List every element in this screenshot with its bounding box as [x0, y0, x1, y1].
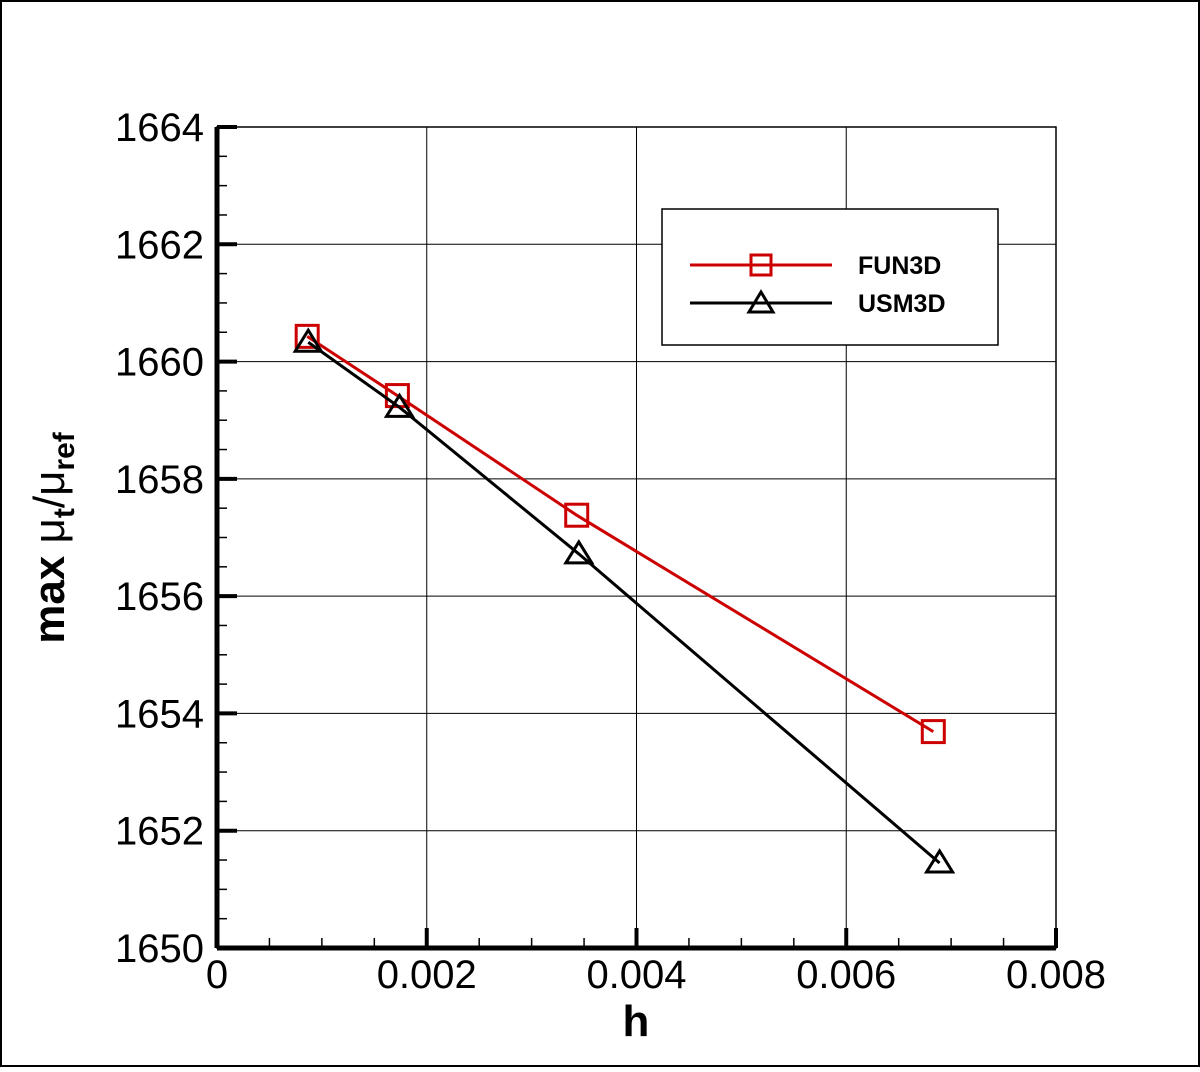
x-tick-label: 0.006: [796, 953, 896, 997]
y-tick-label: 1652: [115, 810, 204, 854]
data-point-usm3d: [292, 327, 324, 353]
y-axis-title-sub-ref: ref: [48, 431, 81, 470]
y-tick-label: 1656: [115, 575, 204, 619]
data-point-usm3d: [563, 539, 595, 565]
y-tick-label: 1662: [115, 223, 204, 267]
legend: FUN3D USM3D: [661, 208, 999, 346]
y-tick-label: 1664: [115, 106, 204, 150]
y-axis-title-mu-ref: μ: [25, 471, 74, 496]
series-line-fun3d: [306, 335, 935, 733]
y-axis-title-prefix: max: [25, 544, 74, 644]
y-tick-label: 1658: [115, 458, 204, 502]
legend-item-usm3d: USM3D: [690, 289, 946, 318]
y-tick-label: 1660: [115, 341, 204, 385]
y-tick-label: 1650: [115, 927, 204, 971]
x-tick-label: 0.002: [377, 953, 477, 997]
data-point-fun3d: [294, 323, 320, 349]
y-axis-title-sub-t: t: [48, 508, 81, 518]
y-tick-label: 1654: [115, 692, 204, 736]
series-usm3d: [292, 327, 956, 874]
legend-box: [661, 208, 999, 346]
legend-usm3d-triangle-marker: [746, 289, 776, 314]
data-point-fun3d: [920, 719, 946, 745]
y-axis-title: max μt/μref: [25, 431, 81, 644]
data-point-usm3d: [923, 848, 956, 874]
series-line-usm3d: [307, 340, 941, 865]
x-axis-title: h: [623, 997, 650, 1046]
y-axis-title-slash: /: [25, 495, 74, 508]
legend-fun3d-label: FUN3D: [858, 252, 941, 280]
x-tick-label: 0.004: [586, 953, 686, 997]
legend-usm3d-label: USM3D: [858, 290, 946, 318]
data-point-usm3d: [383, 392, 416, 418]
legend-fun3d-square-marker: [749, 253, 773, 277]
series-fun3d: [294, 323, 946, 745]
y-axis-title-mu: μ: [25, 518, 74, 543]
x-tick-label: 0.008: [1006, 953, 1106, 997]
x-tick-label: 0: [206, 953, 228, 997]
legend-item-fun3d: FUN3D: [690, 252, 941, 280]
data-point-fun3d: [564, 502, 590, 528]
tick-labels: 0 0.002 0.004 0.006 0.008 1650 1652 1654 1656 165…: [115, 106, 1106, 997]
series: [292, 323, 956, 874]
